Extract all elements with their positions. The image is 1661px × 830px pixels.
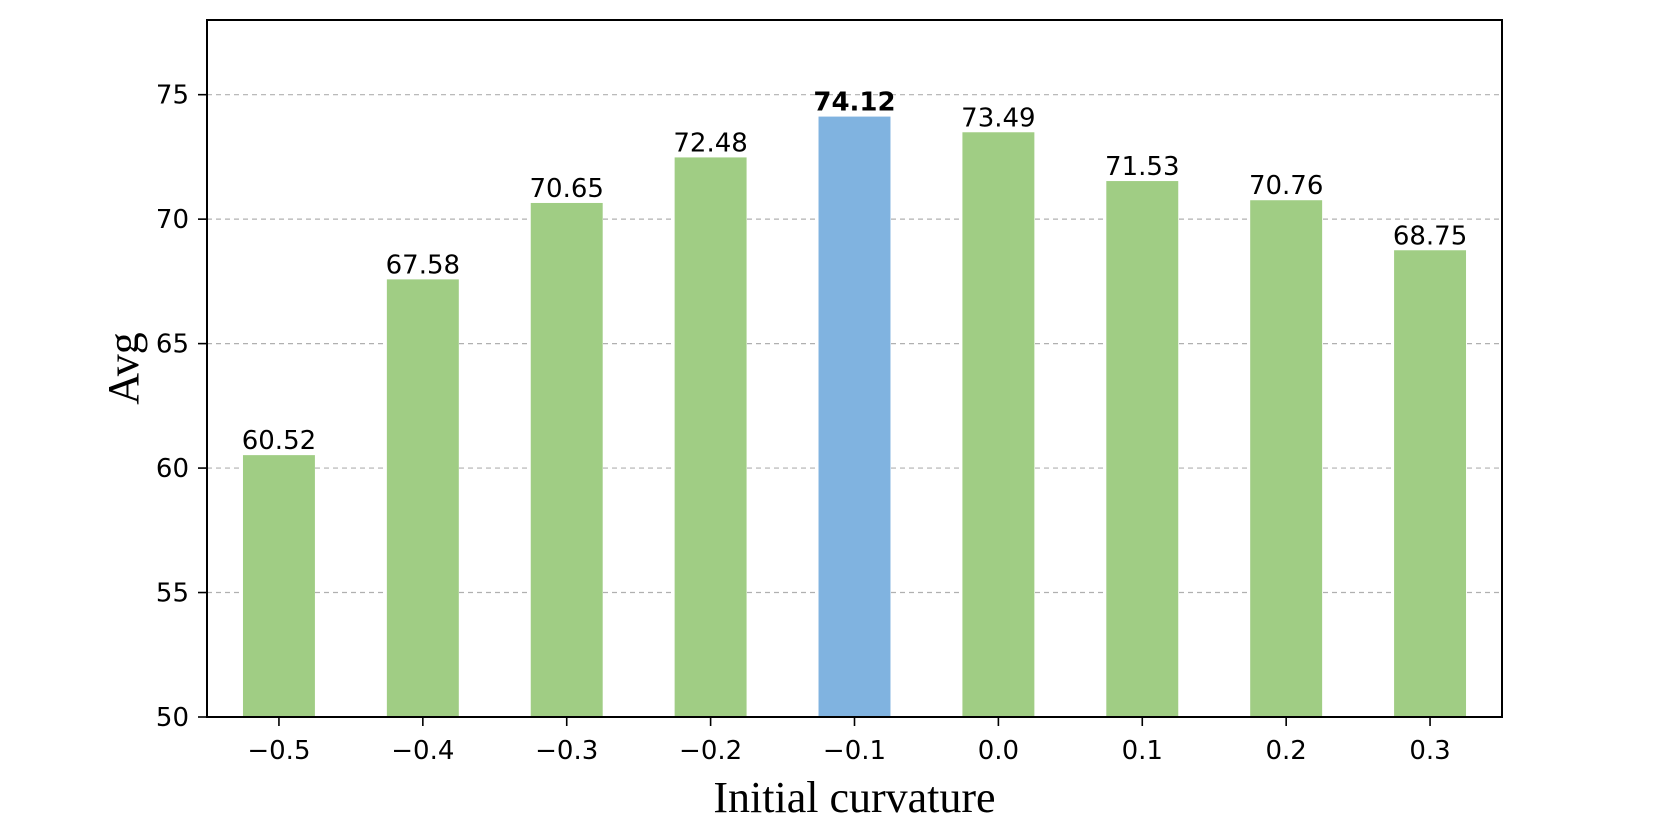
data-label: 71.53 [1105,152,1179,182]
y-axis-title: Avg [99,332,148,405]
bar [1250,200,1323,717]
data-label: 70.65 [530,174,604,204]
x-tick-label: −0.2 [679,736,742,766]
bars [242,116,1467,718]
x-tick-label: −0.4 [391,736,454,766]
x-tick-label: 0.0 [978,736,1019,766]
data-labels: 60.52 67.58 70.65 72.48 74.12 73.49 71.53 70.76… [242,88,1468,457]
y-axis-ticks: 50 55 60 65 70 75 [156,81,207,733]
bar [1106,181,1179,718]
x-tick-label: 0.3 [1409,736,1450,766]
y-tick-label: 70 [156,205,189,235]
y-tick-label: 55 [156,579,189,609]
bar [530,202,603,717]
y-tick-label: 60 [156,454,189,484]
x-tick-label: −0.3 [535,736,598,766]
x-axis-ticks: −0.5 −0.4 −0.3 −0.2 −0.1 0.0 0.1 0.2 0.3 [247,717,1451,766]
y-tick-label: 75 [156,81,189,111]
x-axis-title: Initial curvature [713,773,995,822]
data-label: 68.75 [1393,221,1467,251]
data-label: 74.12 [813,88,895,118]
x-tick-label: 0.2 [1265,736,1306,766]
x-tick-label: −0.1 [823,736,886,766]
data-label: 67.58 [386,250,460,280]
data-label: 73.49 [961,103,1035,133]
x-tick-label: 0.1 [1122,736,1163,766]
data-label: 70.76 [1249,171,1323,201]
bar [242,455,315,717]
bar [386,279,459,717]
data-label: 72.48 [673,128,747,158]
data-label: 60.52 [242,426,316,456]
bar [962,132,1035,717]
x-tick-label: −0.5 [247,736,310,766]
bar [674,157,747,717]
bar-highlighted [818,116,891,717]
bar [1394,250,1467,718]
y-tick-label: 65 [156,330,189,360]
y-tick-label: 50 [156,703,189,733]
